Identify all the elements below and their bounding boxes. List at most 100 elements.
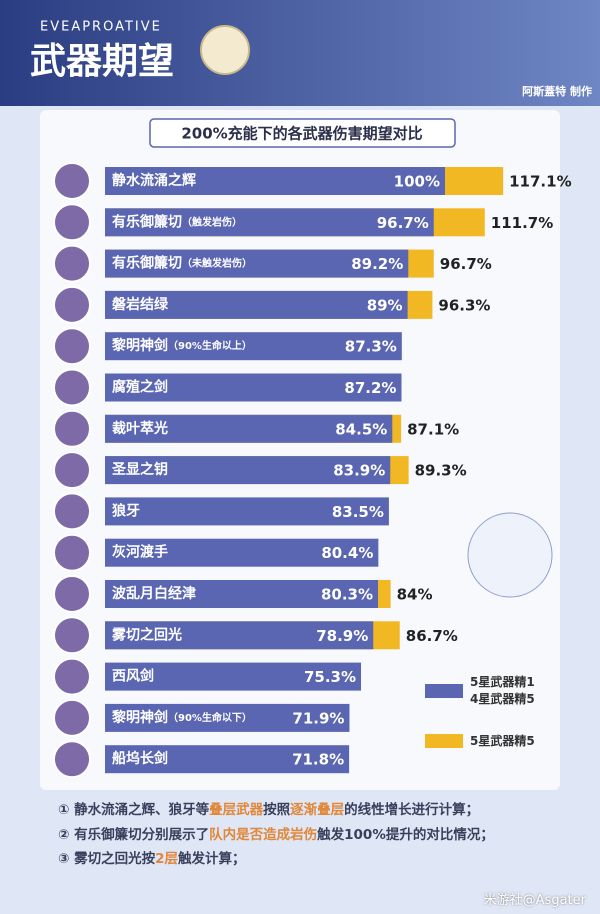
header-icon	[200, 25, 250, 75]
category-label: 圣显之钥	[111, 461, 168, 478]
category-label: 有乐御簾切（未触发岩伤）	[112, 255, 252, 272]
note-text: 叠层武器	[209, 802, 264, 818]
category-label: 磐岩结绿	[111, 296, 169, 313]
weapon-icon	[53, 244, 91, 283]
note-text: 触发计算；	[178, 851, 246, 867]
header-title: 武器期望	[30, 41, 174, 82]
category-label: 裁叶萃光	[112, 420, 168, 437]
category-note: （触发岩伤）	[182, 215, 242, 228]
value-label: 96.3%	[438, 296, 490, 314]
note-text: 逐渐叠层	[290, 802, 345, 818]
category-name: 西风剑	[112, 668, 154, 685]
weapon-icon	[53, 327, 91, 366]
bar	[105, 167, 445, 195]
bar	[105, 290, 408, 319]
note-text: 2层	[155, 851, 179, 867]
note-text: ① 静水流涌之辉、狼牙等	[58, 802, 210, 818]
weapon-icon	[53, 162, 91, 200]
category-name: 有乐御簾切	[112, 213, 182, 230]
note: ② 有乐御簾切分别展示了队内是否造成岩伤触发100%提升的对比情况；	[58, 823, 494, 848]
title-box	[149, 118, 456, 148]
value-label: 80.3%	[321, 586, 373, 604]
category-name: 磐岩结绿	[111, 296, 169, 313]
value-label: 89%	[367, 296, 403, 314]
notes: ① 静水流涌之辉、狼牙等叠层武器按照逐渐叠层的线性增长进行计算； ② 有乐御簾切分…	[58, 798, 494, 872]
bar	[105, 414, 393, 443]
legend-swatch	[425, 734, 463, 748]
note-text: 的线性增长进行计算；	[344, 802, 480, 818]
value-label: 80.4%	[321, 544, 373, 562]
value-label: 78.9%	[316, 627, 368, 645]
bar	[105, 456, 391, 485]
note-text: ② 有乐御簾切分别展示了	[58, 826, 210, 843]
brand: EVEAPROATIVE	[40, 20, 162, 35]
category-label: 西风剑	[112, 668, 154, 685]
value-label: 87.2%	[344, 379, 396, 397]
category-note: （90%生命以下）	[168, 711, 252, 724]
header-band	[0, 0, 600, 106]
value-label: 117.1%	[509, 173, 571, 191]
weapon-icon	[53, 533, 91, 572]
panel	[40, 110, 560, 790]
category-label: 有乐御簾切（触发岩伤）	[112, 213, 242, 230]
note-text: ③ 雾切之回光按	[58, 851, 156, 867]
value-label: 96.7%	[440, 255, 492, 273]
category-label: 波乱月白经津	[112, 585, 196, 602]
weapon-icon	[53, 616, 91, 655]
note-text: 按照	[263, 802, 291, 818]
value-label: 87.1%	[407, 420, 459, 438]
bar	[105, 703, 350, 732]
watermark: 米游社@Asgater	[483, 893, 586, 908]
category-label: 船坞长剑	[112, 750, 168, 767]
weapon-icon	[53, 203, 91, 242]
bar	[105, 332, 402, 361]
bar	[105, 373, 402, 402]
value-label: 83.9%	[333, 462, 385, 480]
chart-title: 200%充能下的各武器伤害期望对比	[181, 125, 422, 143]
category-name: 腐殖之剑	[112, 379, 168, 396]
value-label: 84.5%	[335, 420, 387, 438]
category-label: 雾切之回光	[111, 626, 182, 643]
credit: 阿斯蓋特 制作	[522, 84, 592, 98]
weapon-icon	[53, 285, 91, 324]
category-name: 波乱月白经津	[112, 585, 196, 602]
category-label: 黎明神剑（90%生命以下）	[112, 709, 252, 726]
weapon-icon	[53, 409, 91, 448]
note: ① 静水流涌之辉、狼牙等叠层武器按照逐渐叠层的线性增长进行计算；	[58, 798, 494, 823]
bar	[105, 538, 379, 567]
bar	[105, 497, 389, 526]
category-name: 圣显之钥	[111, 461, 168, 478]
category-label: 狼牙	[112, 502, 140, 519]
category-name: 狼牙	[112, 502, 140, 519]
bar	[105, 745, 350, 774]
category-name: 雾切之回光	[111, 626, 182, 643]
character	[467, 512, 553, 598]
value-label: 83.5%	[332, 503, 384, 521]
bar	[105, 621, 374, 650]
value-label: 96.7%	[377, 214, 429, 232]
category-label: 静水流涌之辉	[112, 172, 196, 189]
bar	[105, 249, 409, 278]
value-label: 87.3%	[345, 338, 397, 356]
weapon-icon	[53, 698, 91, 737]
note: ③ 雾切之回光按2层触发计算；	[58, 847, 494, 872]
weapon-icon	[53, 492, 91, 531]
category-label: 灰河渡手	[112, 544, 168, 561]
category-name: 黎明神剑	[112, 709, 168, 726]
bar	[105, 580, 379, 608]
category-name: 灰河渡手	[112, 544, 168, 561]
category-name: 有乐御簾切	[112, 255, 182, 272]
category-name: 黎明神剑	[112, 337, 168, 354]
category-name: 船坞长剑	[112, 750, 168, 767]
value-label: 89.2%	[351, 255, 403, 273]
value-label: 111.7%	[491, 214, 553, 232]
value-label: 100%	[394, 173, 440, 191]
category-label: 黎明神剑（90%生命以上）	[112, 337, 252, 354]
value-label: 71.8%	[292, 751, 344, 769]
weapon-icon	[53, 368, 91, 407]
value-label: 84%	[397, 586, 433, 604]
legend-label: 5星武器精5	[470, 734, 535, 748]
legend-swatch	[425, 684, 463, 698]
category-label: 腐殖之剑	[112, 379, 168, 396]
